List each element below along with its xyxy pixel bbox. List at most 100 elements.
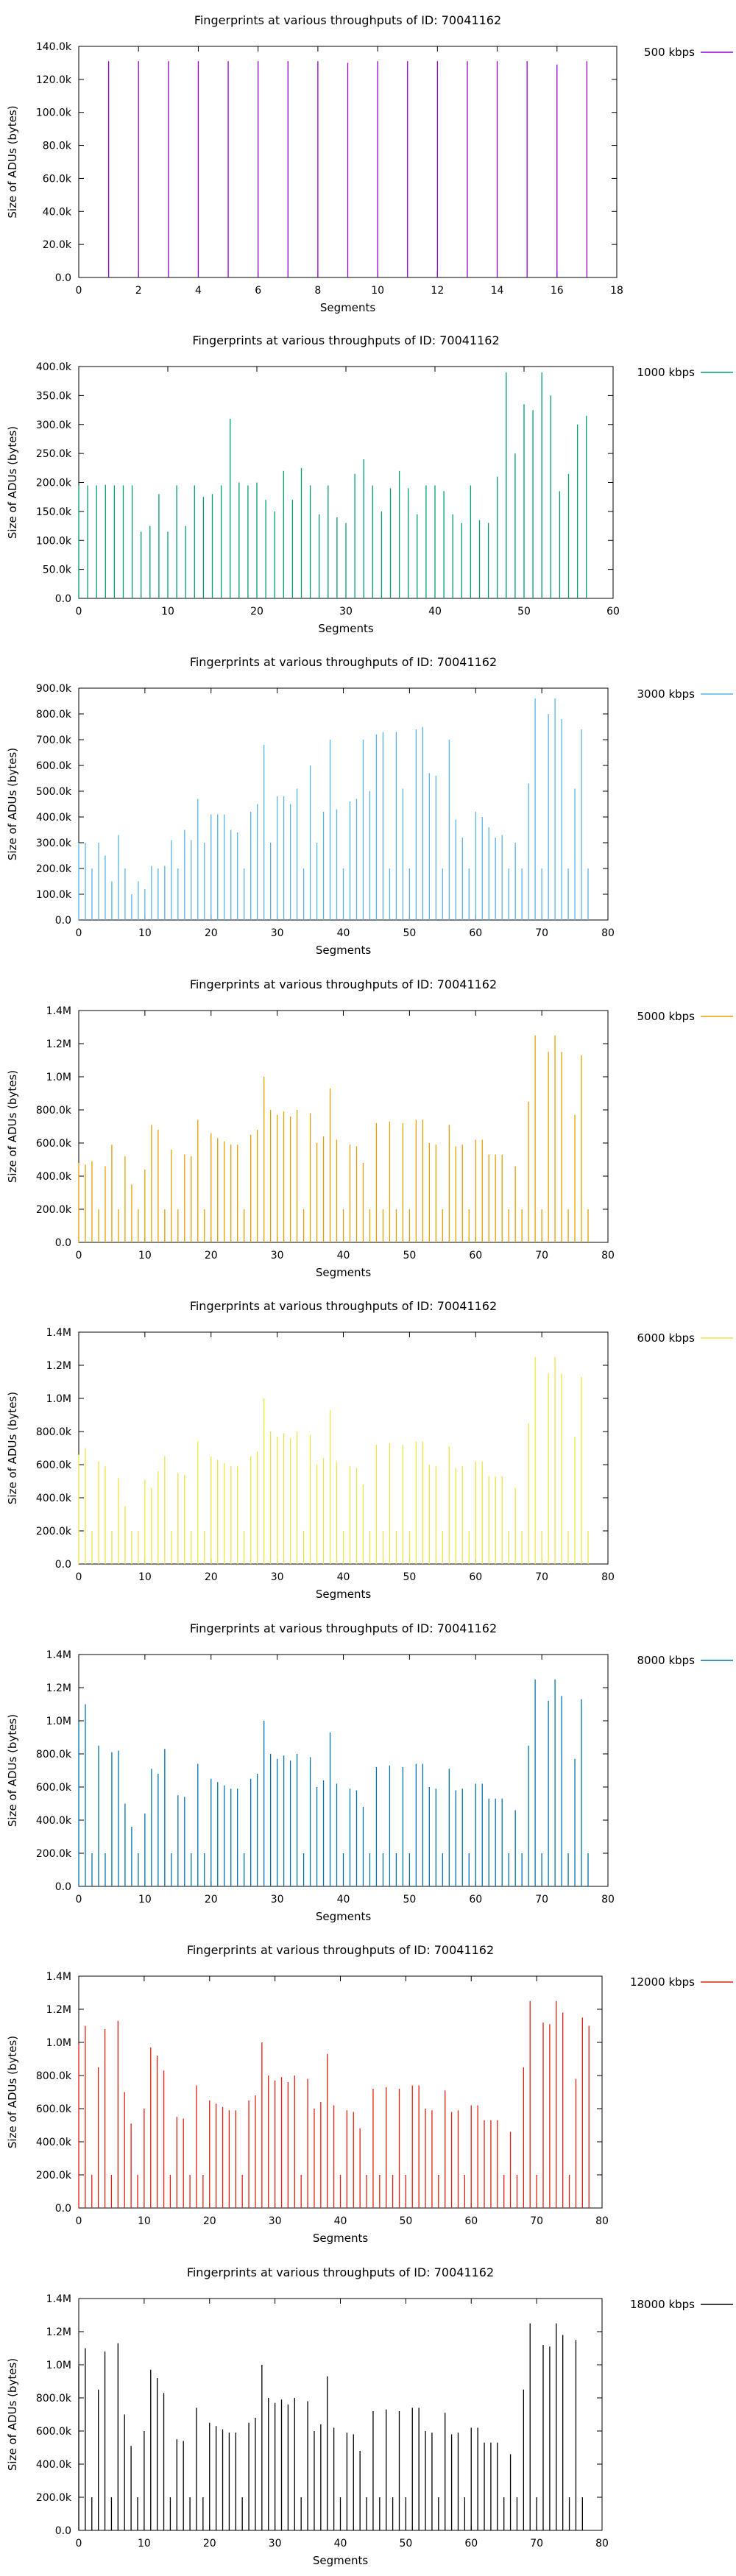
y-tick-label: 0.0 [55, 1559, 71, 1571]
x-tick-label: 70 [530, 2538, 543, 2550]
x-tick-label: 0 [76, 1571, 82, 1583]
y-tick-label: 1.0M [46, 1393, 71, 1405]
y-tick-label: 900.0k [36, 683, 72, 695]
x-axis-label: Segments [313, 2554, 369, 2567]
x-axis-label: Segments [316, 1910, 372, 1923]
chart-panel-5: Fingerprints at various throughputs of I… [6, 1299, 733, 1601]
x-tick-label: 30 [271, 1894, 284, 1906]
x-tick-label: 50 [399, 2215, 412, 2227]
series-1 [78, 1679, 589, 1886]
x-axis-label: Segments [316, 1266, 372, 1279]
x-tick-label: 60 [469, 1894, 482, 1906]
series-1 [78, 1035, 589, 1242]
legend-label: 6000 kbps [637, 1331, 696, 1345]
y-tick-label: 1.4M [46, 1649, 71, 1661]
x-tick-label: 60 [606, 606, 620, 618]
y-tick-label: 600.0k [36, 2103, 72, 2115]
chart-panel-1: Fingerprints at various throughputs of I… [6, 13, 733, 314]
x-tick-label: 40 [428, 606, 442, 618]
x-tick-label: 80 [595, 2215, 609, 2227]
y-tick-label: 400.0k [36, 1815, 72, 1827]
chart-panel-7: Fingerprints at various throughputs of I… [6, 1943, 733, 2245]
x-tick-label: 0 [76, 2215, 82, 2227]
x-tick-label: 10 [138, 1894, 152, 1906]
y-tick-label: 60.0k [43, 173, 72, 185]
y-tick-label: 40.0k [43, 206, 72, 218]
chart-title: Fingerprints at various throughputs of I… [190, 1621, 497, 1635]
y-tick-label: 400.0k [36, 812, 72, 824]
y-tick-label: 0.0 [55, 915, 71, 927]
y-tick-label: 0.0 [55, 593, 71, 605]
y-tick-label: 0.0 [55, 1881, 71, 1893]
y-tick-label: 0.0 [55, 1237, 71, 1249]
y-axis-label: Size of ADUs (bytes) [6, 2357, 19, 2470]
x-tick-label: 0 [76, 2538, 82, 2550]
y-tick-label: 1.0M [46, 1716, 71, 1727]
y-tick-label: 1.0M [46, 1072, 71, 1083]
legend-label: 3000 kbps [637, 687, 696, 701]
y-tick-label: 500.0k [36, 786, 72, 798]
x-tick-label: 60 [464, 2538, 478, 2550]
y-tick-label: 1.4M [46, 1971, 71, 1983]
x-tick-label: 0 [76, 285, 82, 297]
legend-label: 500 kbps [644, 46, 695, 59]
x-tick-label: 80 [595, 2538, 609, 2550]
x-tick-label: 70 [530, 2215, 543, 2227]
chart-panel-6: Fingerprints at various throughputs of I… [6, 1621, 733, 1923]
x-tick-label: 10 [161, 606, 174, 618]
x-tick-label: 20 [203, 2215, 216, 2227]
series-1 [78, 372, 587, 598]
y-tick-label: 200.0k [36, 2170, 72, 2182]
y-tick-label: 100.0k [36, 107, 72, 119]
y-axis-label: Size of ADUs (bytes) [6, 1713, 19, 1826]
y-tick-label: 800.0k [36, 1105, 72, 1117]
y-tick-label: 200.0k [36, 477, 72, 489]
chart-title: Fingerprints at various throughputs of I… [190, 655, 497, 669]
y-tick-label: 300.0k [36, 419, 72, 431]
y-tick-label: 1.4M [46, 1327, 71, 1339]
chart-title: Fingerprints at various throughputs of I… [190, 1299, 497, 1313]
y-tick-label: 600.0k [36, 2426, 72, 2438]
legend-label: 5000 kbps [637, 1010, 696, 1023]
chart-title: Fingerprints at various throughputs of I… [190, 977, 497, 991]
x-tick-label: 40 [337, 1571, 350, 1583]
x-tick-label: 4 [195, 285, 202, 297]
x-axis-label: Segments [318, 622, 374, 635]
y-tick-label: 100.0k [36, 535, 72, 547]
y-tick-label: 400.0k [36, 1493, 72, 1504]
y-axis-label: Size of ADUs (bytes) [6, 748, 19, 860]
y-tick-label: 200.0k [36, 1526, 72, 1538]
y-tick-label: 100.0k [36, 889, 72, 901]
x-tick-label: 0 [76, 1894, 82, 1906]
y-tick-label: 1.2M [46, 1682, 71, 1694]
y-tick-label: 0.0 [55, 2203, 71, 2215]
y-tick-label: 140.0k [36, 41, 72, 53]
y-tick-label: 800.0k [36, 1749, 72, 1761]
y-tick-label: 80.0k [43, 141, 72, 152]
x-tick-label: 10 [138, 1250, 152, 1262]
x-tick-label: 40 [337, 1894, 350, 1906]
x-axis-label: Segments [313, 2232, 369, 2245]
x-tick-label: 80 [601, 1571, 615, 1583]
chart-title: Fingerprints at various throughputs of I… [187, 1943, 494, 1957]
chart-panel-4: Fingerprints at various throughputs of I… [6, 977, 733, 1279]
x-tick-label: 40 [334, 2215, 347, 2227]
x-tick-label: 20 [205, 1250, 218, 1262]
y-tick-label: 400.0k [36, 2137, 72, 2148]
y-tick-label: 20.0k [43, 239, 72, 251]
x-tick-label: 10 [138, 927, 152, 939]
y-tick-label: 200.0k [36, 1848, 72, 1860]
x-tick-label: 80 [601, 1894, 615, 1906]
x-tick-label: 14 [491, 285, 504, 297]
chart-title: Fingerprints at various throughputs of I… [192, 333, 499, 347]
x-axis-label: Segments [316, 944, 372, 957]
y-tick-label: 1.2M [46, 1360, 71, 1372]
x-tick-label: 20 [205, 1894, 218, 1906]
y-tick-label: 400.0k [36, 2459, 72, 2471]
legend-label: 1000 kbps [637, 366, 696, 379]
y-tick-label: 800.0k [36, 1426, 72, 1438]
x-tick-label: 70 [535, 1894, 548, 1906]
x-tick-label: 50 [399, 2538, 412, 2550]
y-tick-label: 50.0k [43, 564, 72, 576]
x-tick-label: 20 [205, 927, 218, 939]
